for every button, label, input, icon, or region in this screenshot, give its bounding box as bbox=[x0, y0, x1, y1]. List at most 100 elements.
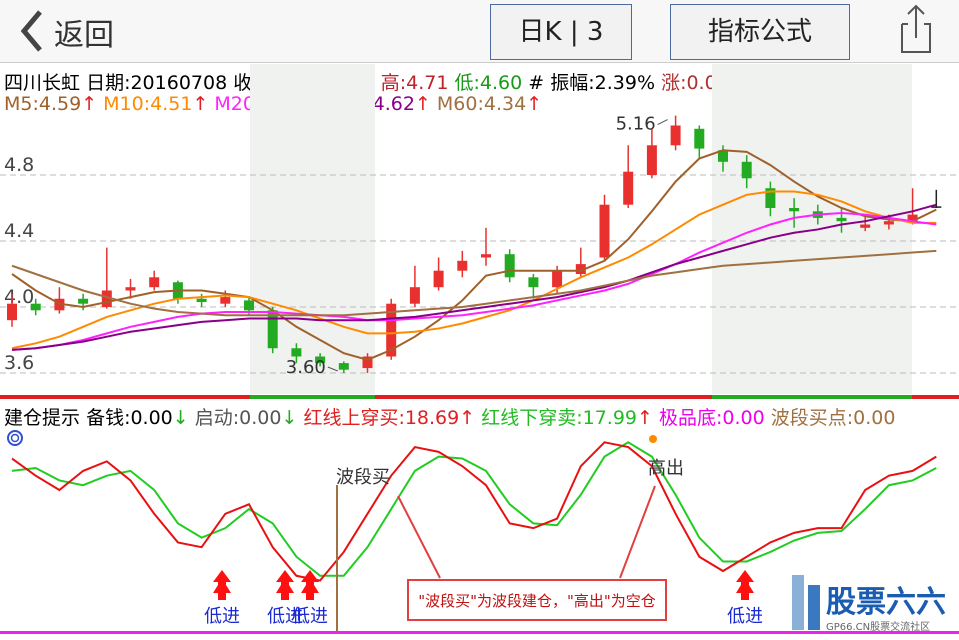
candle-body bbox=[457, 260, 468, 271]
candle-body bbox=[481, 254, 491, 258]
candle-body bbox=[386, 303, 397, 357]
shade bbox=[712, 64, 912, 394]
candle-body bbox=[836, 217, 847, 222]
indicator-value: 波段买点:0.00 bbox=[770, 407, 896, 429]
candle-body bbox=[7, 303, 17, 321]
buy-arrow bbox=[276, 570, 294, 600]
logo bbox=[808, 585, 820, 630]
formula-button[interactable]: 指标公式 bbox=[670, 4, 850, 60]
note: "波段买"为波段建仓，"高出"为空仓 bbox=[418, 592, 656, 610]
candle-body bbox=[220, 297, 231, 304]
low-in-label: 低进 bbox=[727, 606, 763, 627]
ma-label: M60:4.34 bbox=[436, 93, 527, 115]
indicator-arrow: ↓ bbox=[281, 407, 298, 429]
pointer bbox=[657, 119, 668, 126]
low-in-label: 低进 bbox=[267, 606, 303, 627]
ma-label: M30:4.62 bbox=[325, 93, 415, 115]
divider bbox=[0, 395, 959, 399]
candle-body bbox=[741, 161, 752, 179]
indicator-arrow: ↑ bbox=[637, 407, 653, 429]
indicator-legend: 建仓提示 备钱:0.00↓ 启动:0.00↓ 红线上穿买:18.69↑ 红线下穿… bbox=[4, 403, 895, 430]
candle-body bbox=[101, 290, 112, 307]
indicator-arrow: ↓ bbox=[172, 407, 189, 429]
base-line bbox=[0, 631, 959, 634]
buy-arrow bbox=[213, 570, 231, 600]
candle-body bbox=[789, 208, 800, 212]
ma-arrow: ↓ bbox=[303, 93, 320, 115]
candle-body bbox=[409, 287, 420, 304]
buy-arrow bbox=[301, 570, 319, 600]
top-bar: 返回 日K | 3 指标公式 bbox=[0, 0, 959, 63]
high: 高:4.71 bbox=[380, 72, 449, 94]
ma-line bbox=[11, 249, 937, 317]
ma-label: M5:4.59 bbox=[4, 93, 82, 115]
ma-legend: M5:4.59↑ M10:4.51↑ M20:4.50↓ M30:4.62↑ M… bbox=[4, 93, 542, 115]
indicator-value: 红线下穿卖:17.99 bbox=[481, 407, 637, 429]
indicator-arrow: ↑ bbox=[459, 407, 476, 429]
indicator-line bbox=[11, 441, 937, 577]
watermark-brand: 股票六六 bbox=[826, 585, 946, 620]
ma-arrow: ↑ bbox=[414, 93, 431, 115]
low-in-label: 低进 bbox=[204, 606, 240, 627]
candle-body bbox=[267, 310, 278, 349]
candle-body bbox=[883, 221, 894, 225]
candle-body bbox=[125, 287, 136, 291]
candle-body bbox=[362, 356, 373, 369]
quote-line: 四川长虹 日期:20160708 收:4.61 开:4.61 高:4.71 低:… bbox=[4, 68, 754, 95]
candle-body bbox=[646, 145, 657, 175]
ma-line bbox=[11, 211, 937, 351]
candle-body bbox=[670, 125, 681, 146]
pointer bbox=[327, 366, 338, 372]
high-out-dot bbox=[649, 435, 657, 443]
period-button[interactable]: 日K | 3 bbox=[490, 4, 632, 60]
candle-body bbox=[575, 264, 586, 274]
ma-line bbox=[11, 203, 937, 351]
candle-body bbox=[528, 277, 539, 288]
indicator-value: 备钱:0.00 bbox=[86, 407, 173, 429]
candle-body bbox=[907, 214, 918, 222]
callout bbox=[397, 495, 441, 579]
candle-body bbox=[765, 188, 776, 208]
candle-body bbox=[931, 206, 942, 208]
buy-arrow bbox=[736, 570, 754, 600]
y-tick-label: 4.0 bbox=[4, 286, 34, 308]
candle-body bbox=[718, 150, 728, 162]
candle-body bbox=[196, 298, 207, 303]
ma-arrow: ↑ bbox=[192, 93, 209, 115]
indicator-line bbox=[11, 441, 937, 582]
watermark-site: GP66.CN股票交流社区 bbox=[826, 620, 930, 633]
candle-body bbox=[504, 254, 515, 278]
high-label: 5.16 bbox=[616, 114, 656, 135]
y-tick-label: 4.8 bbox=[4, 154, 34, 176]
ma-line bbox=[11, 190, 937, 350]
band-buy-label: 波段买 bbox=[336, 467, 390, 488]
icon bbox=[10, 433, 20, 443]
candle-body bbox=[860, 224, 871, 228]
amplitude: # 振幅:2.39% bbox=[528, 72, 656, 94]
candle-body bbox=[30, 303, 41, 311]
candle-body bbox=[78, 298, 89, 304]
candle-body bbox=[623, 171, 634, 205]
back-icon[interactable] bbox=[12, 0, 52, 62]
back-text[interactable]: 返回 bbox=[54, 18, 114, 53]
stock-name: 四川长虹 bbox=[4, 72, 81, 94]
divider bbox=[712, 395, 912, 399]
ma-label: M10:4.51 bbox=[103, 93, 193, 115]
indicator-value: 极品底:0.00 bbox=[658, 407, 765, 429]
ma-arrow: ↑ bbox=[81, 93, 98, 115]
low-label: 3.60 bbox=[286, 357, 326, 378]
candle-body bbox=[694, 128, 705, 149]
ma-arrow: ↑ bbox=[526, 93, 543, 115]
share-icon[interactable] bbox=[896, 0, 936, 62]
callout bbox=[619, 485, 656, 579]
candle-body bbox=[433, 270, 444, 288]
low: 低:4.60 bbox=[454, 72, 523, 94]
divider bbox=[250, 395, 375, 399]
note-box bbox=[407, 579, 667, 621]
candle-body bbox=[149, 277, 160, 288]
candle-body bbox=[599, 204, 610, 258]
candle-body bbox=[54, 298, 65, 311]
indicator-value: 红线上穿买:18.69 bbox=[303, 407, 460, 429]
close: 收:4.61 bbox=[233, 72, 301, 94]
